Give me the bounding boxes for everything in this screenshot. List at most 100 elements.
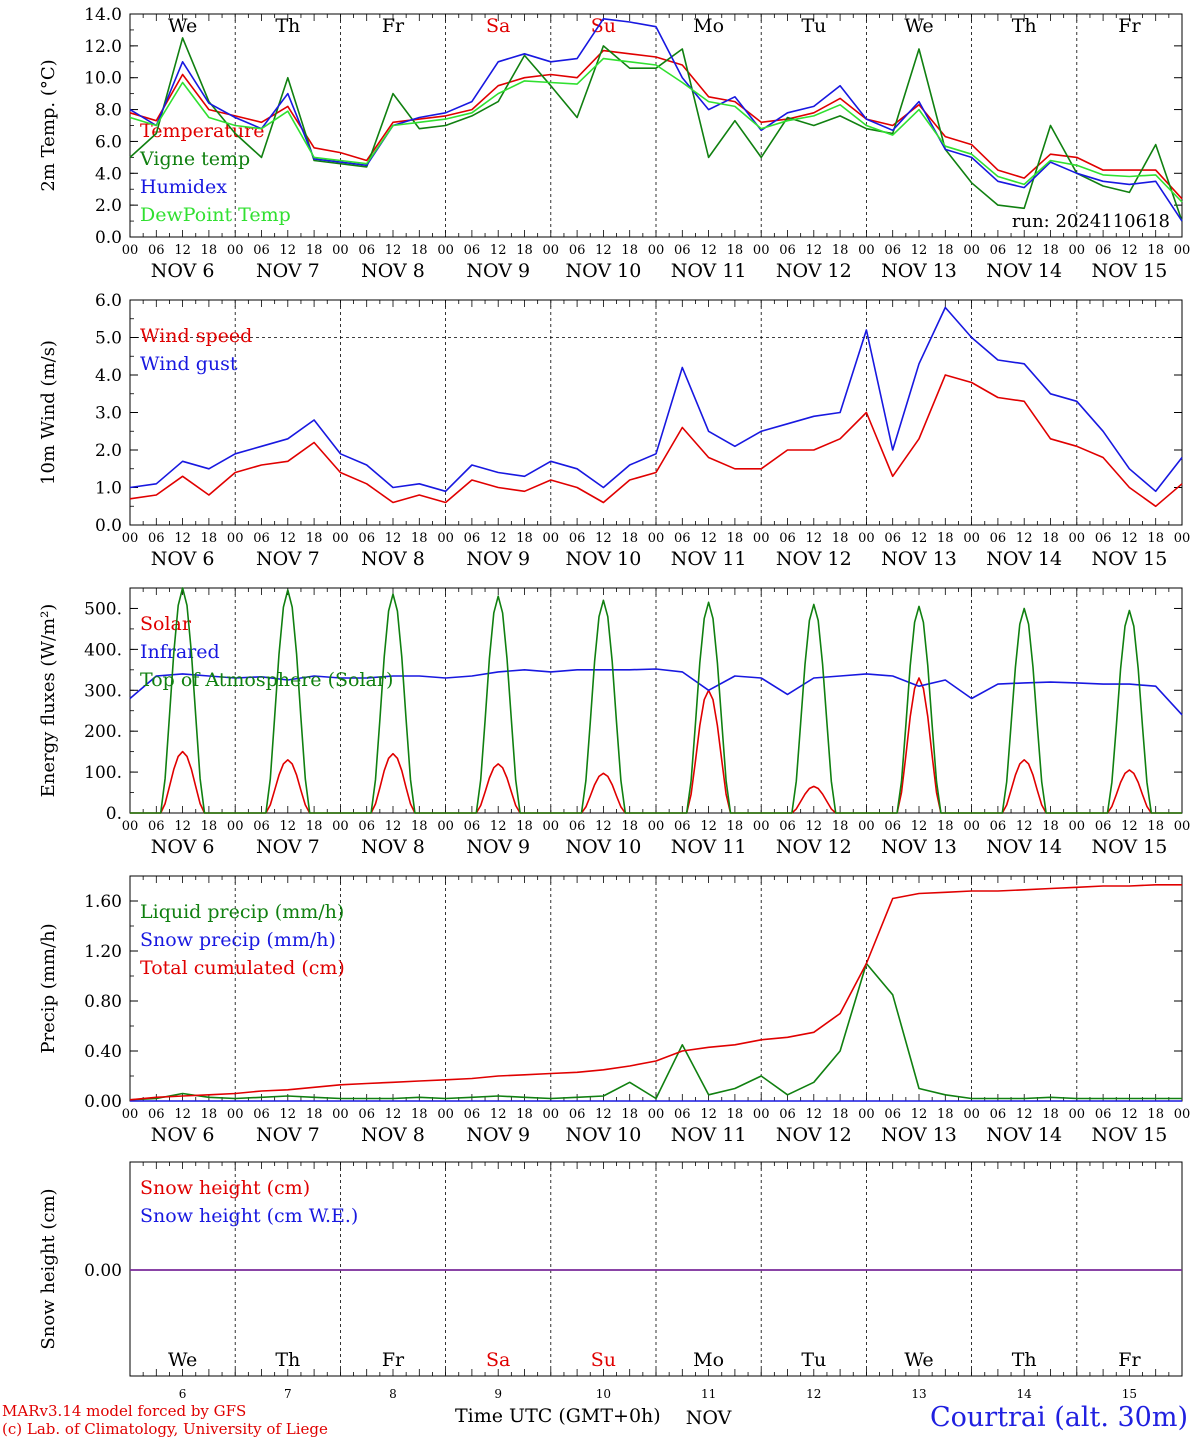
hour-tick-label: 12 bbox=[385, 819, 402, 834]
hour-tick-label: 00 bbox=[332, 243, 349, 258]
hour-tick-label: 00 bbox=[1174, 243, 1191, 258]
hour-tick-label: 06 bbox=[464, 531, 481, 546]
weekday-label: Th bbox=[275, 15, 300, 37]
hour-tick-label: 06 bbox=[253, 819, 270, 834]
hour-tick-label: 12 bbox=[490, 243, 507, 258]
hour-tick-label: 00 bbox=[753, 243, 770, 258]
hour-tick-label: 06 bbox=[1095, 1107, 1112, 1122]
y-tick-label: 5.0 bbox=[95, 329, 122, 349]
hour-tick-label: 06 bbox=[990, 531, 1007, 546]
hour-tick-label: 00 bbox=[227, 1107, 244, 1122]
day-number-label: 8 bbox=[389, 1387, 397, 1401]
hour-tick-label: 12 bbox=[700, 819, 717, 834]
hour-tick-label: 12 bbox=[490, 819, 507, 834]
hour-tick-label: 18 bbox=[832, 531, 849, 546]
hour-tick-label: 12 bbox=[280, 531, 297, 546]
x-axis-month: NOV bbox=[686, 1407, 732, 1429]
hour-tick-label: 06 bbox=[358, 819, 375, 834]
hour-tick-label: 06 bbox=[990, 243, 1007, 258]
day-number-label: 14 bbox=[1017, 1387, 1033, 1401]
series-line-lightgreen bbox=[129, 57, 1183, 203]
date-label: NOV 10 bbox=[565, 260, 641, 282]
date-label: NOV 15 bbox=[1091, 836, 1167, 858]
hour-tick-label: 18 bbox=[411, 819, 428, 834]
date-label: NOV 13 bbox=[881, 1124, 957, 1146]
hour-tick-label: 12 bbox=[385, 1107, 402, 1122]
date-label: NOV 9 bbox=[466, 836, 530, 858]
date-label: NOV 8 bbox=[361, 1124, 425, 1146]
date-label: NOV 9 bbox=[466, 548, 530, 570]
plot-frame bbox=[129, 587, 1183, 814]
date-label: NOV 14 bbox=[986, 548, 1062, 570]
hour-tick-label: 12 bbox=[806, 243, 823, 258]
hour-tick-label: 06 bbox=[148, 819, 165, 834]
y-tick-label: 0.80 bbox=[84, 992, 122, 1012]
hour-tick-label: 00 bbox=[332, 531, 349, 546]
hour-tick-label: 00 bbox=[858, 243, 875, 258]
weekday-label: Su bbox=[591, 1349, 616, 1371]
date-label: NOV 15 bbox=[1091, 548, 1167, 570]
series-line-red bbox=[129, 374, 1183, 508]
hour-tick-label: 00 bbox=[543, 243, 560, 258]
date-label: NOV 9 bbox=[466, 1124, 530, 1146]
day-number-label: 6 bbox=[179, 1387, 187, 1401]
y-axis-label: Precip (mm/h) bbox=[38, 923, 59, 1053]
hour-tick-label: 18 bbox=[832, 243, 849, 258]
day-number-label: 15 bbox=[1122, 1387, 1137, 1401]
hour-tick-label: 06 bbox=[253, 531, 270, 546]
y-tick-label: 14.0 bbox=[84, 5, 122, 25]
hour-tick-label: 12 bbox=[1121, 1107, 1138, 1122]
y-tick-label: 10.0 bbox=[84, 69, 122, 89]
day-number-label: 13 bbox=[911, 1387, 926, 1401]
panel-energy: 0. 100. 200. 300. 400. 500. Energy fluxes (W/m… bbox=[38, 587, 1191, 858]
credit-lab: (c) Lab. of Climatology, University of L… bbox=[2, 1420, 328, 1438]
hour-tick-label: 06 bbox=[674, 531, 691, 546]
date-label: NOV 7 bbox=[256, 548, 320, 570]
hour-tick-label: 00 bbox=[1069, 531, 1086, 546]
y-tick-label: 200. bbox=[84, 722, 122, 742]
hour-tick-label: 12 bbox=[1016, 243, 1033, 258]
legend-entry: Infrared bbox=[140, 641, 220, 663]
x-axis-title: Time UTC (GMT+0h) bbox=[455, 1405, 661, 1427]
weekday-label: Mo bbox=[693, 1349, 724, 1371]
hour-tick-label: 18 bbox=[937, 531, 954, 546]
date-label: NOV 7 bbox=[256, 836, 320, 858]
hour-tick-label: 06 bbox=[569, 243, 586, 258]
hour-tick-label: 06 bbox=[884, 243, 901, 258]
hour-tick-label: 18 bbox=[411, 531, 428, 546]
hour-tick-label: 00 bbox=[437, 819, 454, 834]
hour-tick-label: 06 bbox=[1095, 819, 1112, 834]
day-number-label: 9 bbox=[494, 1387, 502, 1401]
hour-tick-label: 00 bbox=[1174, 531, 1191, 546]
y-axis-label: 2m Temp. (°C) bbox=[38, 59, 59, 191]
legend-entry: Wind speed bbox=[140, 325, 252, 347]
hour-tick-label: 00 bbox=[1174, 819, 1191, 834]
hour-tick-label: 00 bbox=[963, 531, 980, 546]
hour-tick-label: 12 bbox=[385, 243, 402, 258]
hour-tick-label: 18 bbox=[201, 819, 218, 834]
date-label: NOV 11 bbox=[671, 1124, 747, 1146]
series-line-blue bbox=[129, 306, 1183, 493]
hour-tick-label: 06 bbox=[148, 243, 165, 258]
y-tick-label: 0.40 bbox=[84, 1042, 122, 1062]
hour-tick-label: 06 bbox=[990, 819, 1007, 834]
hour-tick-label: 12 bbox=[806, 1107, 823, 1122]
hour-tick-label: 00 bbox=[963, 243, 980, 258]
y-tick-label: 1.0 bbox=[95, 479, 122, 499]
date-label: NOV 13 bbox=[881, 836, 957, 858]
hour-tick-label: 18 bbox=[201, 243, 218, 258]
hour-tick-label: 00 bbox=[227, 243, 244, 258]
hour-tick-label: 00 bbox=[963, 1107, 980, 1122]
date-label: NOV 12 bbox=[776, 260, 852, 282]
hour-tick-label: 00 bbox=[858, 531, 875, 546]
hour-tick-label: 18 bbox=[516, 531, 533, 546]
hour-tick-label: 18 bbox=[1147, 243, 1164, 258]
date-label: NOV 10 bbox=[565, 1124, 641, 1146]
date-label: NOV 6 bbox=[151, 260, 215, 282]
date-label: NOV 9 bbox=[466, 260, 530, 282]
series-line-green bbox=[129, 37, 1183, 222]
day-number-label: 12 bbox=[806, 1387, 821, 1401]
hour-tick-label: 18 bbox=[1042, 1107, 1059, 1122]
weekday-label: Th bbox=[1012, 15, 1037, 37]
